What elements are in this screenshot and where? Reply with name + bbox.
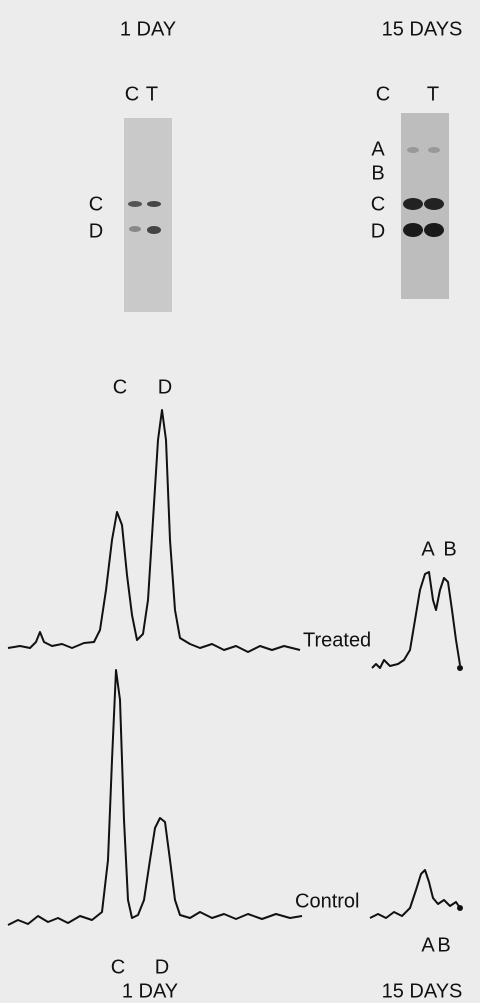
lane-label: C bbox=[376, 83, 390, 105]
trace-end bbox=[457, 905, 463, 911]
band-label: A bbox=[371, 138, 385, 160]
peak-label: B bbox=[437, 934, 450, 956]
gel-band bbox=[407, 147, 419, 153]
figure: 1 DAY 15 DAYS C T C D C T A B C D C D A … bbox=[0, 0, 480, 1003]
bottom-label: 15 DAYS bbox=[382, 980, 463, 1002]
band-label: C bbox=[89, 193, 103, 215]
peak-label: C bbox=[113, 376, 127, 398]
gel-band bbox=[147, 201, 161, 207]
gel-band bbox=[424, 223, 444, 237]
gel-band bbox=[129, 226, 141, 232]
gel-band bbox=[128, 201, 142, 207]
trace-end bbox=[457, 665, 463, 671]
peak-label: D bbox=[155, 956, 169, 978]
gel-band bbox=[424, 198, 444, 210]
trace-label: Treated bbox=[303, 629, 371, 651]
band-label: B bbox=[371, 162, 384, 184]
trace-label: Control bbox=[295, 890, 359, 912]
top-label: 15 DAYS bbox=[382, 18, 463, 40]
lane-label: C bbox=[125, 83, 139, 105]
band-label: D bbox=[89, 220, 103, 242]
gel-band bbox=[147, 226, 161, 234]
peak-label: B bbox=[443, 538, 456, 560]
gel-band bbox=[403, 198, 423, 210]
peak-label: C bbox=[111, 956, 125, 978]
band-label: C bbox=[371, 193, 385, 215]
top-label: 1 DAY bbox=[120, 18, 176, 40]
lane-label: T bbox=[427, 83, 439, 105]
gel-band bbox=[403, 223, 423, 237]
peak-label: A bbox=[421, 934, 435, 956]
bottom-label: 1 DAY bbox=[122, 980, 178, 1002]
lane-label: T bbox=[146, 83, 158, 105]
band-label: D bbox=[371, 220, 385, 242]
gel bbox=[124, 118, 172, 312]
peak-label: D bbox=[158, 376, 172, 398]
peak-label: A bbox=[421, 538, 435, 560]
gel-band bbox=[428, 147, 440, 153]
